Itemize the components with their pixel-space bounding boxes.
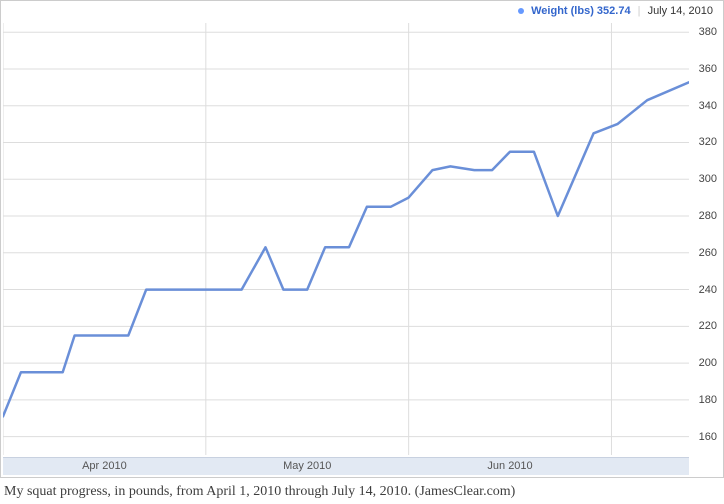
plot-area: [3, 23, 689, 455]
x-tick-label: Apr 2010: [82, 460, 127, 472]
y-tick-label: 340: [699, 100, 717, 112]
x-axis-bar: Apr 2010 May 2010 Jun 2010: [3, 457, 689, 475]
y-tick-label: 360: [699, 63, 717, 75]
y-tick-label: 160: [699, 431, 717, 443]
legend-series-label: Weight (lbs): [531, 5, 594, 17]
y-tick-label: 240: [699, 284, 717, 296]
y-tick-label: 180: [699, 394, 717, 406]
x-tick-label: May 2010: [283, 460, 331, 472]
y-tick-label: 200: [699, 357, 717, 369]
y-tick-label: 280: [699, 210, 717, 222]
legend-date: July 14, 2010: [648, 5, 713, 17]
legend-value: 352.74: [597, 5, 631, 17]
line-chart-svg: [3, 23, 689, 455]
legend: Weight (lbs) 352.74 | July 14, 2010: [518, 5, 713, 17]
y-tick-label: 300: [699, 173, 717, 185]
y-tick-label: 220: [699, 320, 717, 332]
chart-caption: My squat progress, in pounds, from April…: [0, 478, 724, 500]
legend-dot-icon: [518, 8, 524, 14]
y-tick-label: 380: [699, 26, 717, 38]
chart-container: Weight (lbs) 352.74 | July 14, 2010 160 1…: [0, 0, 724, 478]
x-tick-label: Jun 2010: [487, 460, 532, 472]
y-tick-label: 260: [699, 247, 717, 259]
y-tick-label: 320: [699, 136, 717, 148]
legend-separator: |: [638, 5, 641, 17]
